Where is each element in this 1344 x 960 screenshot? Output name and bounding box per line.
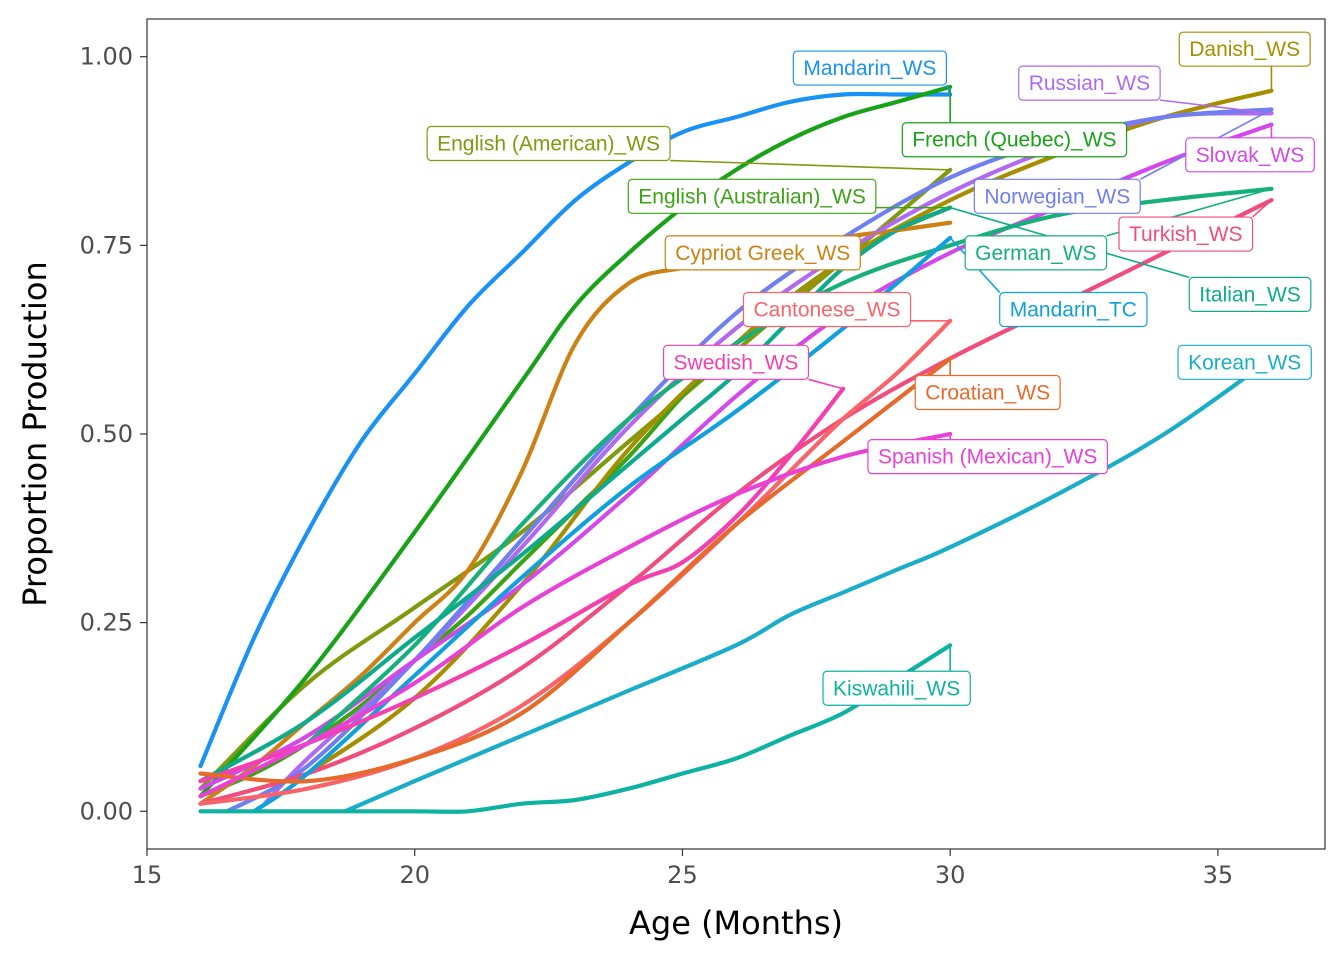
x-tick-label: 30 <box>935 861 966 889</box>
series-label-text: Russian_WS <box>1029 72 1150 95</box>
series-label-text: Mandarin_TC <box>1010 299 1137 322</box>
series-label-box <box>973 178 1141 214</box>
y-tick-label: 0.25 <box>80 609 133 637</box>
series-label-text: German_WS <box>975 242 1096 265</box>
y-tick-label: 1.00 <box>80 43 133 71</box>
series-label-swedish-ws: Swedish_WS <box>662 344 810 380</box>
series-label-english-australian-ws: English (Australian)_WS <box>627 178 877 214</box>
series-label-box <box>901 122 1128 158</box>
series-label-cypriot-greek-ws: Cypriot Greek_WS <box>664 235 861 271</box>
series-label-box <box>662 344 810 380</box>
label-leader-line <box>1160 99 1272 115</box>
series-label-text: Slovak_WS <box>1196 144 1305 167</box>
series-line-croatian-ws <box>198 356 953 784</box>
series-label-box <box>1118 216 1254 252</box>
series-label-text: English (Australian)_WS <box>638 185 866 208</box>
series-label-danish-ws: Danish_WS <box>1178 31 1311 67</box>
series-label-text: Turkish_WS <box>1129 223 1243 246</box>
label-leader-line <box>808 378 844 390</box>
x-axis: 15 20 25 30 35 <box>132 849 1233 889</box>
series-label-text: Cypriot Greek_WS <box>675 242 850 265</box>
series-label-kiswahili-ws: Kiswahili_WS <box>822 670 971 706</box>
y-tick-label: 0.75 <box>80 231 133 259</box>
series-line-spanish-mexican-ws <box>198 431 953 799</box>
series-label-text: Spanish (Mexican)_WS <box>878 446 1097 469</box>
x-axis-title: Age (Months) <box>629 904 843 942</box>
series-label-cantonese-ws: Cantonese_WS <box>742 291 912 328</box>
series-labels: Mandarin_WS English (American)_WS French (… <box>426 31 1315 706</box>
label-leader-line <box>860 221 951 237</box>
series-label-box <box>426 125 671 162</box>
series-label-turkish-ws: Turkish_WS <box>1118 216 1254 252</box>
y-tick-label: 0.00 <box>80 797 133 825</box>
series-line-mandarin-tc <box>252 235 953 814</box>
y-axis: 0.00 0.25 0.50 0.75 1.00 <box>80 43 147 825</box>
series-label-box <box>999 291 1148 328</box>
series-label-text: Norwegian_WS <box>984 185 1130 208</box>
x-tick-label: 35 <box>1203 861 1234 889</box>
series-label-box <box>1177 344 1312 380</box>
series-label-english-american-ws: English (American)_WS <box>426 125 671 162</box>
series-label-korean-ws: Korean_WS <box>1177 344 1312 380</box>
series-label-spanish-mexican-ws: Spanish (Mexican)_WS <box>867 439 1108 475</box>
series-label-box <box>1185 137 1315 173</box>
series-label-mandarin-ws: Mandarin_WS <box>792 50 947 86</box>
series-label-box <box>627 178 877 214</box>
series-line-french-quebec-ws <box>198 84 953 799</box>
x-tick-label: 15 <box>132 861 163 889</box>
series-label-box <box>1178 31 1311 67</box>
series-label-text: Italian_WS <box>1199 283 1301 306</box>
series-label-german-ws: German_WS <box>964 235 1108 271</box>
series-label-text: Croatian_WS <box>925 382 1050 405</box>
series-line-mandarin-ws <box>198 91 953 769</box>
series-label-text: Korean_WS <box>1188 351 1301 374</box>
series-label-box <box>742 291 912 328</box>
series-label-text: Mandarin_WS <box>803 57 936 80</box>
y-tick-label: 0.50 <box>80 420 133 448</box>
series-label-box <box>792 50 947 86</box>
label-leader-line <box>1252 199 1272 218</box>
series-label-mandarin-tc: Mandarin_TC <box>999 291 1148 328</box>
series-label-norwegian-ws: Norwegian_WS <box>973 178 1141 214</box>
series-label-box <box>1188 276 1312 313</box>
series-label-text: French (Quebec)_WS <box>912 129 1116 152</box>
series-label-box <box>664 235 861 271</box>
series-label-text: Cantonese_WS <box>753 299 900 322</box>
series-label-text: Kiswahili_WS <box>833 677 960 700</box>
series-label-italian-ws: Italian_WS <box>1188 276 1312 313</box>
series-label-croatian-ws: Croatian_WS <box>914 374 1061 411</box>
y-axis-title: Proportion Production <box>16 261 54 607</box>
x-tick-label: 20 <box>399 861 430 889</box>
label-leader-line <box>670 159 951 171</box>
series-label-box <box>914 374 1061 411</box>
series-label-slovak-ws: Slovak_WS <box>1185 137 1315 173</box>
series-label-french-quebec-ws: French (Quebec)_WS <box>901 122 1128 158</box>
series-label-box <box>822 670 971 706</box>
series-label-box <box>867 439 1108 475</box>
x-tick-label: 25 <box>667 861 698 889</box>
series-label-box <box>1018 65 1161 101</box>
series-label-text: Danish_WS <box>1189 38 1300 61</box>
series-line-kiswahili-ws <box>198 643 953 814</box>
series-label-russian-ws: Russian_WS <box>1018 65 1161 101</box>
series-label-box <box>964 235 1108 271</box>
series-label-text: English (American)_WS <box>437 133 660 156</box>
series-label-text: Swedish_WS <box>674 351 799 374</box>
